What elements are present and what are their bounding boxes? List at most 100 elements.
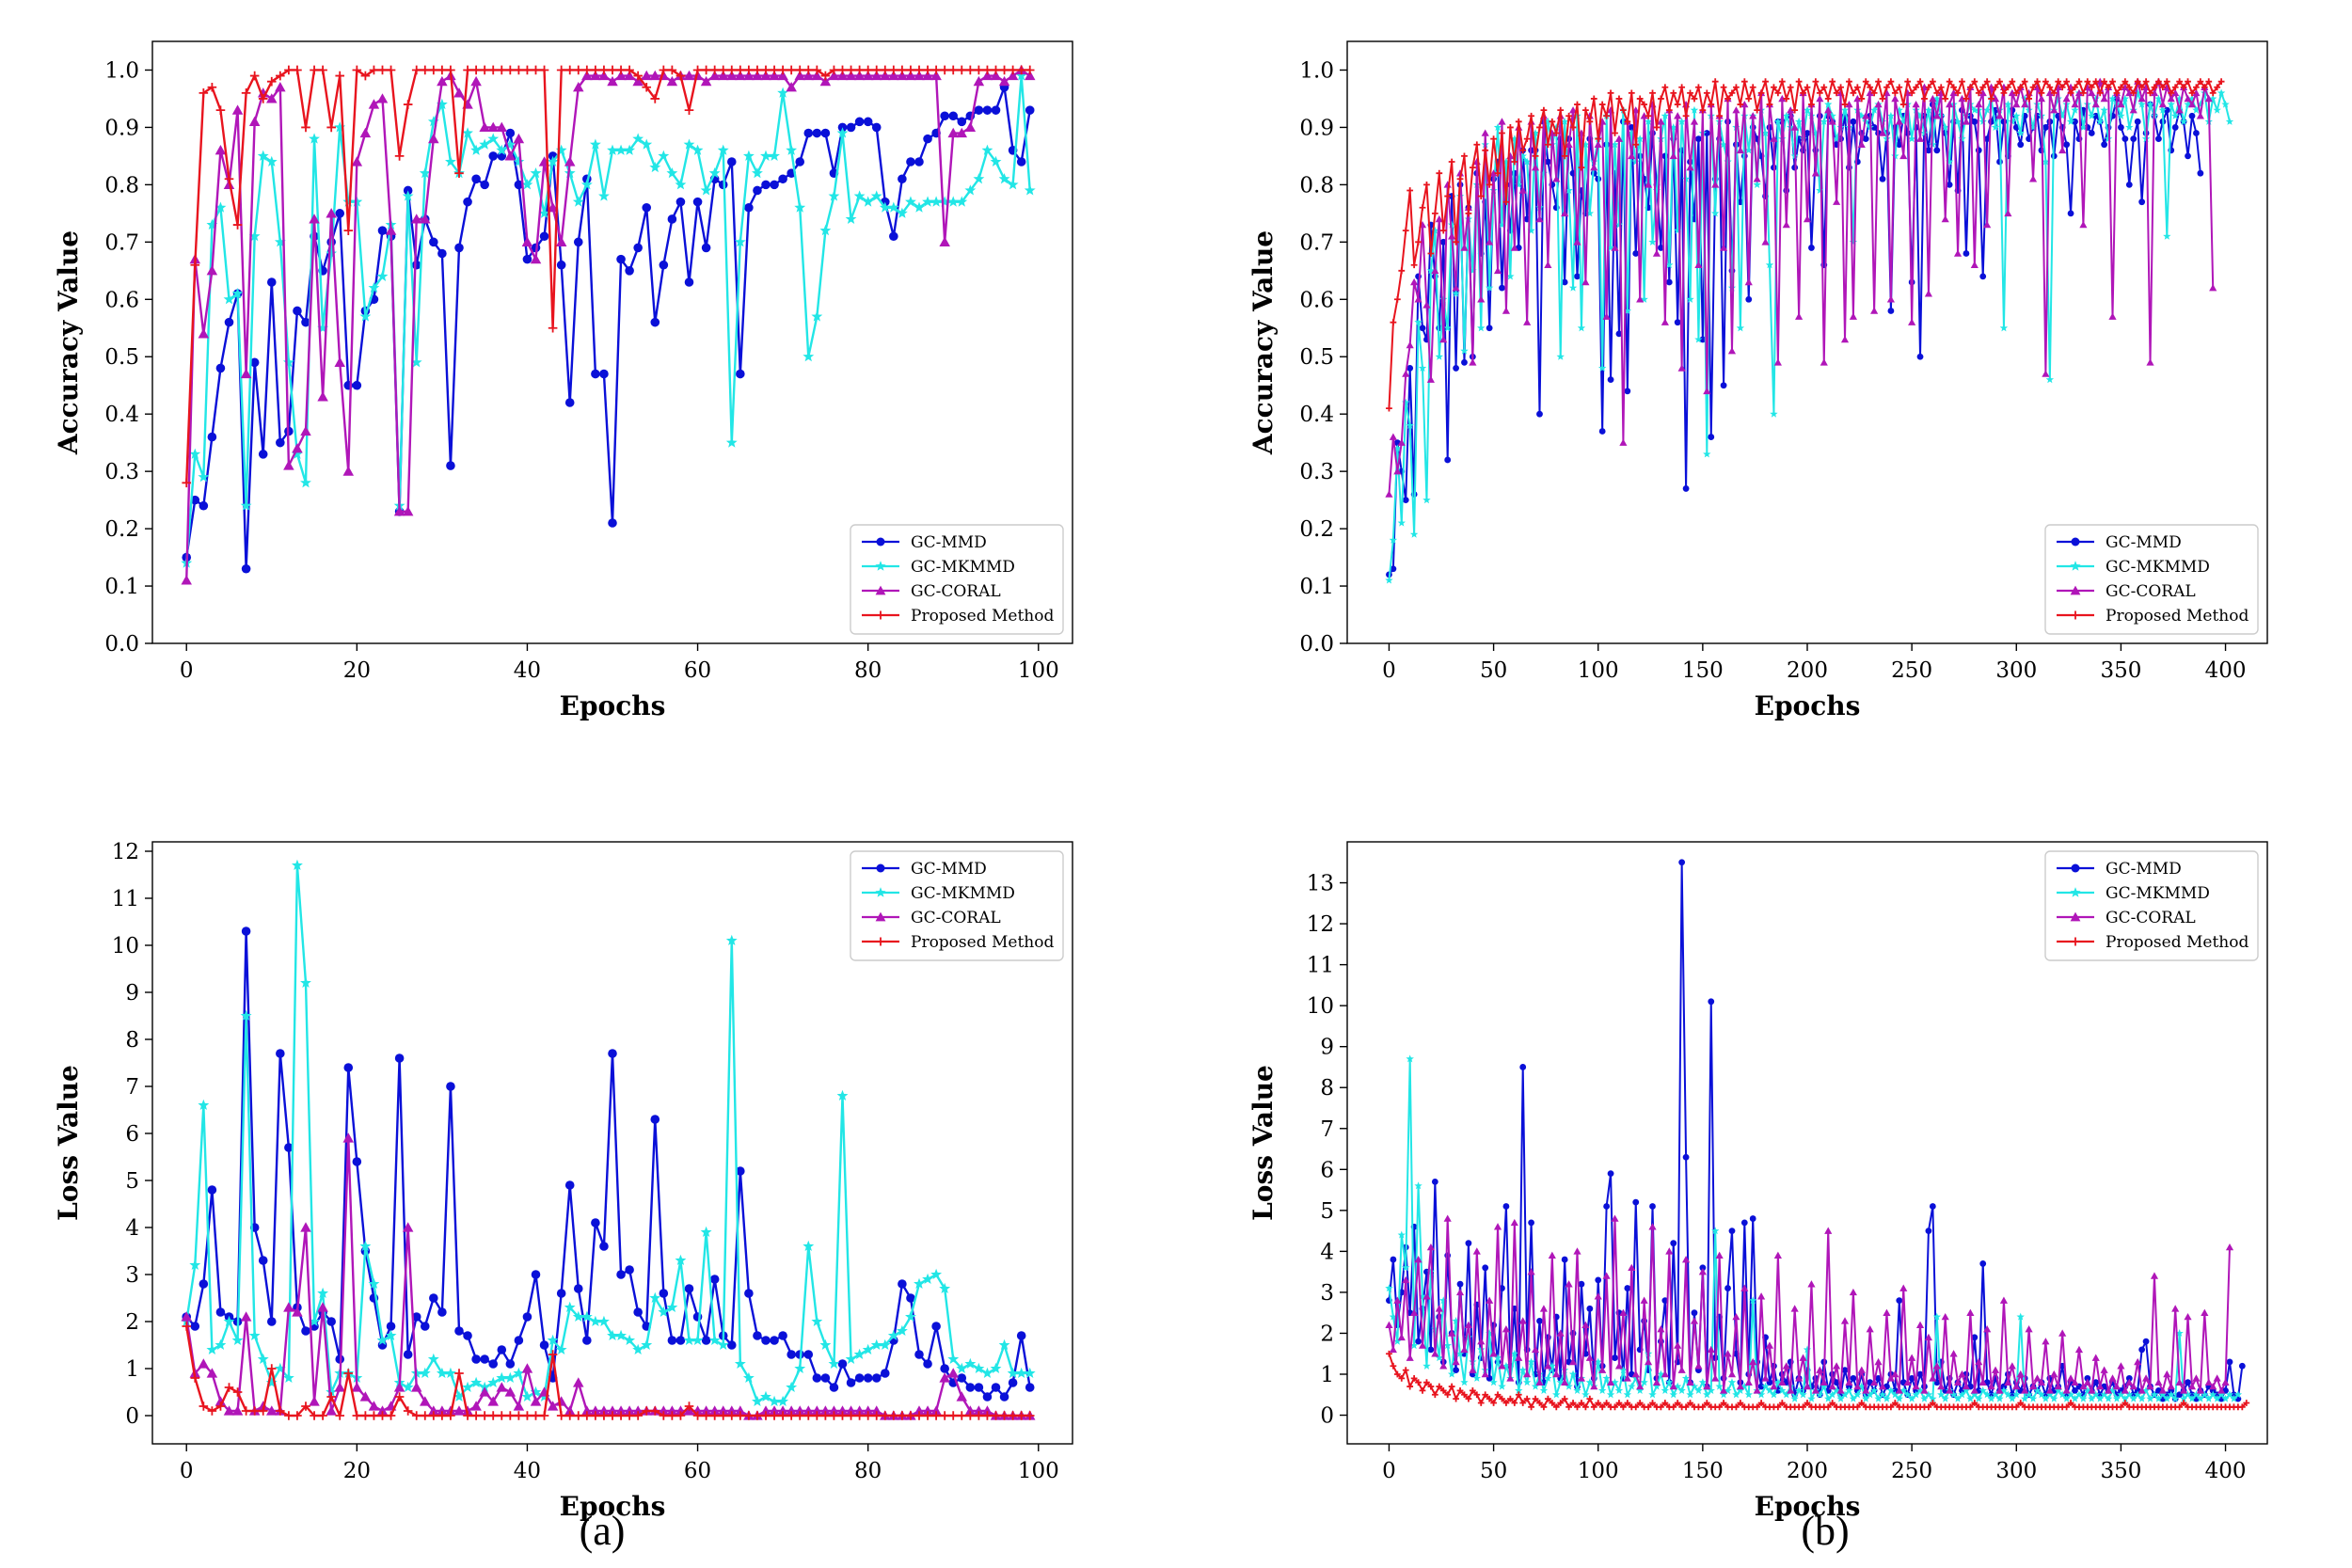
data-point [1652, 249, 1661, 257]
data-point [530, 253, 542, 264]
data-point [1552, 1403, 1560, 1411]
data-point [1502, 157, 1511, 166]
data-point [2209, 94, 2217, 103]
data-point [1628, 129, 1636, 137]
data-point [1903, 1390, 1912, 1399]
data-point [2130, 89, 2137, 97]
data-point [402, 506, 414, 516]
data-point [1682, 485, 1690, 492]
legend-entry: GC-MMD [862, 860, 987, 879]
data-point [224, 317, 234, 327]
data-point [1720, 244, 1728, 251]
data-point [2079, 123, 2088, 131]
data-point [1402, 370, 1410, 377]
data-point [1603, 1203, 1611, 1210]
data-point [2138, 198, 2146, 206]
data-point [1494, 1391, 1502, 1399]
data-point [326, 208, 337, 218]
legend-label: GC-MKMMD [2106, 558, 2210, 577]
data-point [488, 1411, 499, 1420]
data-point [2067, 89, 2074, 97]
data-point [1406, 1383, 1414, 1390]
data-point [1778, 94, 1787, 103]
data-point [608, 518, 617, 528]
data-point [1652, 186, 1661, 195]
data-point [1958, 94, 1966, 103]
data-point [1745, 295, 1753, 303]
data-point [2004, 84, 2011, 91]
data-point [1603, 1400, 1611, 1406]
data-point [633, 1411, 643, 1420]
data-point [266, 277, 277, 287]
data-point [1594, 1357, 1602, 1366]
data-point [573, 1284, 583, 1293]
data-point [1389, 1345, 1397, 1354]
data-point [880, 1411, 890, 1420]
data-point [760, 70, 771, 81]
legend-marker [876, 610, 885, 620]
data-point [555, 236, 567, 246]
data-point [198, 471, 210, 483]
data-point [1724, 1350, 1732, 1357]
data-point [1916, 353, 1924, 360]
data-point [1703, 1390, 1711, 1399]
data-point [1686, 1390, 1694, 1399]
data-point [1631, 157, 1640, 166]
data-point [2167, 1390, 2175, 1399]
y-tick-label: 12 [112, 840, 139, 864]
data-point [999, 1411, 1009, 1420]
data-point [1799, 1354, 1807, 1361]
x-tick-label: 400 [2205, 658, 2247, 683]
data-point [1007, 179, 1019, 190]
data-point [342, 1132, 355, 1143]
data-point [1690, 1317, 1699, 1324]
data-point [1929, 140, 1937, 149]
data-point [752, 1395, 763, 1407]
data-point [1602, 1272, 1611, 1279]
data-point [2158, 1386, 2167, 1394]
data-point [1816, 186, 1824, 195]
data-point [1393, 1370, 1401, 1378]
y-tick-label: 0.9 [104, 116, 139, 140]
data-point [2028, 1382, 2038, 1390]
data-point [871, 1373, 882, 1383]
data-point [1385, 576, 1393, 584]
data-point [659, 65, 669, 75]
data-point [1849, 312, 1857, 320]
data-point [505, 1411, 516, 1420]
data-point [1963, 95, 1970, 103]
data-point [1937, 1382, 1946, 1390]
data-point [1498, 1362, 1506, 1370]
data-point [1970, 261, 1979, 268]
data-point [1995, 112, 2004, 119]
data-point [1736, 146, 1744, 154]
data-point [1933, 147, 1941, 154]
data-point [1586, 1395, 1594, 1402]
data-point [1727, 283, 1737, 292]
data-point [2150, 1390, 2159, 1399]
data-point [2192, 1374, 2201, 1382]
data-point [1595, 135, 1602, 143]
data-point [1803, 214, 1812, 223]
data-point [241, 1406, 251, 1416]
data-point [1727, 1370, 1737, 1378]
legend-marker [2071, 937, 2080, 946]
data-point [973, 173, 985, 184]
data-point [1891, 151, 1899, 160]
data-point [1946, 78, 1953, 86]
data-point [641, 1338, 653, 1351]
data-point [1518, 186, 1527, 194]
data-point [981, 1367, 993, 1379]
data-point [1419, 325, 1426, 332]
data-point [880, 65, 890, 75]
data-point [684, 1402, 694, 1411]
data-point [1708, 101, 1715, 108]
legend-box [2044, 524, 2259, 635]
data-point [599, 65, 609, 75]
data-point [2163, 1370, 2171, 1378]
data-point [1431, 210, 1438, 217]
data-point [1415, 1338, 1422, 1345]
data-point [1465, 210, 1472, 217]
data-point [1486, 238, 1494, 245]
